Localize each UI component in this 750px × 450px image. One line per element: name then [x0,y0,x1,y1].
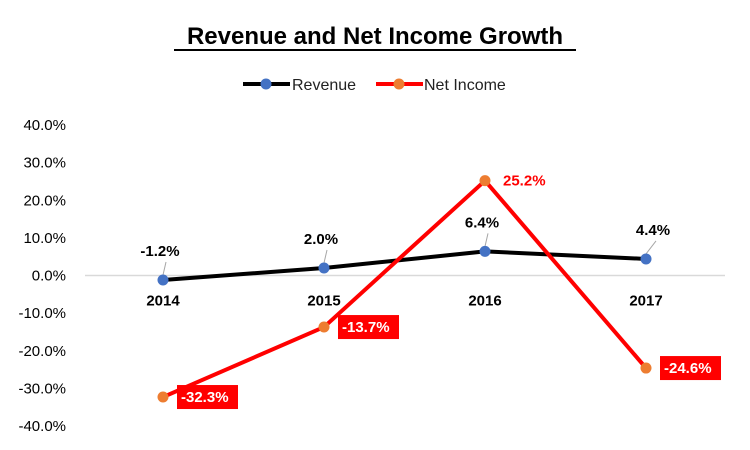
x-tick-label: 2014 [146,293,180,310]
revenue-point [318,262,330,274]
revenue-data-label: -1.2% [140,243,179,260]
x-tick-label: 2016 [468,293,501,310]
x-tick-label: 2015 [307,293,340,310]
x-tick-label: 2017 [629,293,662,310]
revenue-series: -1.2% 2.0% 6.4% 4.4% [140,214,670,286]
net-income-data-label: -32.3% [181,389,229,406]
revenue-data-label: 2.0% [304,231,338,248]
net-income-point [479,175,491,187]
revenue-leader-line [484,233,489,247]
y-tick-label: -40.0% [18,418,66,435]
net-income-data-label: 25.2% [503,173,546,190]
y-tick-label: 40.0% [23,117,66,134]
net-income-label-box [660,356,721,381]
net-income-point [157,391,169,403]
chart-title: Revenue and Net Income Growth [187,23,563,50]
revenue-leader-line [162,261,167,276]
y-tick-label: 30.0% [23,155,66,172]
legend-net-income-label: Net Income [424,77,506,94]
y-tick-label: -20.0% [18,343,66,360]
net-income-data-label: -24.6% [664,360,712,377]
net-income-data-label: -13.7% [342,319,390,336]
x-axis: 2014 2015 2016 2017 [146,293,662,310]
y-tick-label: -10.0% [18,305,66,322]
net-income-series: -32.3% -13.7% 25.2% -24.6% [157,173,721,410]
y-tick-label: 0.0% [32,268,66,285]
net-income-point [318,321,330,333]
legend: Revenue Net Income [243,77,506,94]
y-axis: 40.0% 30.0% 20.0% 10.0% 0.0% -10.0% -20.… [18,117,66,435]
revenue-data-label: 4.4% [636,222,670,239]
net-income-point [640,362,652,374]
legend-revenue-marker [260,78,272,90]
y-tick-label: 20.0% [23,192,66,209]
net-income-label-box [338,315,399,340]
revenue-point [479,245,491,257]
revenue-series-line [162,249,647,283]
revenue-data-label: 6.4% [465,214,499,231]
revenue-leader-line [645,240,657,255]
legend-revenue-label: Revenue [292,77,356,94]
revenue-leader-line [323,249,328,264]
net-income-label-box [177,385,238,410]
y-tick-label: -30.0% [18,380,66,397]
net-income-series-line [162,178,648,399]
revenue-point [157,274,169,286]
legend-net-income-marker [393,78,405,90]
y-tick-label: 10.0% [23,230,66,247]
revenue-point [640,253,652,265]
